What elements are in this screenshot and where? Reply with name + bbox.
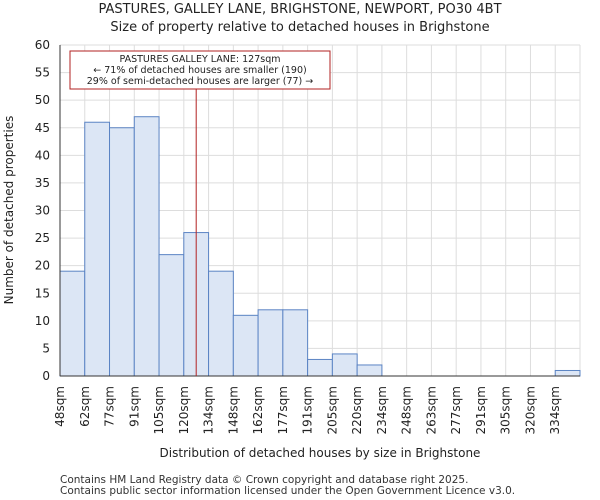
y-axis: 0 5 10 15 20 25 30 35 40 45 50 55 60 <box>35 38 61 383</box>
x-axis: 48sqm 62sqm 77sqm 91sqm 105sqm 120sqm 134sqm 14… <box>53 375 580 434</box>
x-tick-label: 277sqm <box>449 386 463 434</box>
bar <box>133 116 160 377</box>
bar <box>307 358 333 377</box>
y-tick-label: 25 <box>35 231 50 245</box>
bar <box>59 270 86 377</box>
bar <box>554 369 581 377</box>
annotation-line-2: ← 71% of detached houses are smaller (19… <box>93 65 306 76</box>
x-tick-label: 320sqm <box>523 386 537 434</box>
bar <box>109 127 135 377</box>
bar <box>232 314 259 377</box>
bar <box>158 254 185 377</box>
bar <box>331 353 358 377</box>
x-tick-label: 291sqm <box>474 386 488 434</box>
bar <box>356 364 383 377</box>
y-axis-label: Number of detached properties <box>2 116 16 305</box>
annotation-box <box>69 50 331 90</box>
y-tick-label: 10 <box>35 314 50 328</box>
x-tick-label: 263sqm <box>424 386 438 434</box>
y-tick-label: 50 <box>35 93 50 107</box>
bar <box>84 121 111 377</box>
footer-line-2: Contains public sector information licen… <box>60 485 516 497</box>
bars <box>59 116 581 377</box>
x-tick-label: 62sqm <box>78 386 92 427</box>
x-tick-label: 162sqm <box>251 386 265 434</box>
x-tick-label: 334sqm <box>548 386 562 434</box>
x-tick-label: 91sqm <box>127 386 141 427</box>
y-tick-label: 20 <box>35 259 50 273</box>
chart-title: PASTURES, GALLEY LANE, BRIGHSTONE, NEWPO… <box>98 2 502 17</box>
x-tick-label: 77sqm <box>103 386 117 427</box>
chart-subtitle: Size of property relative to detached ho… <box>110 20 490 35</box>
x-tick-label: 48sqm <box>53 386 67 427</box>
x-tick-label: 134sqm <box>202 386 216 434</box>
x-tick-label: 234sqm <box>375 386 389 434</box>
x-tick-label: 205sqm <box>325 386 339 434</box>
y-tick-label: 0 <box>42 369 50 383</box>
bar <box>208 270 234 377</box>
x-axis-label: Distribution of detached houses by size … <box>160 446 481 460</box>
x-tick-label: 177sqm <box>276 386 290 434</box>
y-tick-label: 45 <box>35 121 50 135</box>
x-tick-label: 220sqm <box>350 386 364 434</box>
annotation-line-3: 29% of semi-detached houses are larger (… <box>87 76 314 87</box>
bar <box>257 309 284 377</box>
y-tick-label: 15 <box>35 286 50 300</box>
y-tick-label: 5 <box>42 341 50 355</box>
x-tick-label: 305sqm <box>499 386 513 434</box>
x-tick-label: 248sqm <box>400 386 414 434</box>
x-tick-label: 120sqm <box>177 386 191 434</box>
annotation-line-1: PASTURES GALLEY LANE: 127sqm <box>119 54 280 65</box>
y-tick-label: 60 <box>35 38 50 52</box>
footer-line-1: Contains HM Land Registry data © Crown c… <box>60 474 469 486</box>
y-tick-label: 40 <box>35 148 50 162</box>
y-tick-label: 55 <box>35 66 50 80</box>
x-tick-label: 191sqm <box>301 386 315 434</box>
y-tick-label: 35 <box>35 176 50 190</box>
x-tick-label: 105sqm <box>152 386 166 434</box>
bar <box>282 309 309 377</box>
y-tick-label: 30 <box>35 204 50 218</box>
x-tick-label: 148sqm <box>226 386 240 434</box>
